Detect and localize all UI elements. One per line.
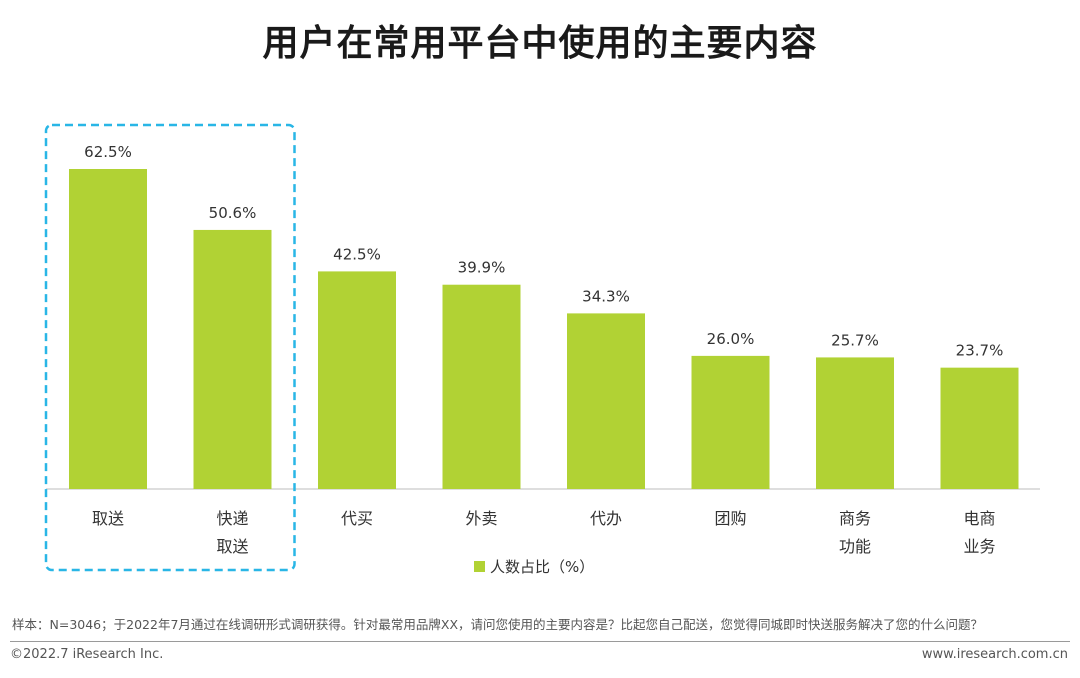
bar-1 — [193, 229, 272, 490]
category-label-0-0: 取送 — [92, 509, 124, 528]
legend-label: 人数占比（%） — [490, 558, 594, 576]
category-label-2-0: 代买 — [341, 509, 373, 528]
copyright: ©2022.7 iResearch Inc. — [10, 647, 164, 662]
data-label-6: 25.7% — [831, 331, 879, 349]
bar-6 — [816, 357, 894, 489]
data-label-1: 50.6% — [209, 204, 257, 222]
bar-5 — [691, 355, 770, 489]
footer-divider — [10, 641, 1070, 642]
bar-chart: 62.5%取送50.6%快递取送42.5%代买39.9%外卖34.3%代办26.… — [44, 123, 1040, 576]
bar-2 — [318, 271, 396, 489]
category-label-5-0: 团购 — [714, 509, 746, 528]
data-label-5: 26.0% — [707, 330, 755, 348]
bar-7 — [940, 367, 1019, 489]
category-label-6-1: 功能 — [839, 537, 871, 556]
bar-0 — [69, 169, 147, 489]
sample-note: 样本：N=3046；于2022年7月通过在线调研形式调研获得。针对最常用品牌XX… — [12, 617, 984, 632]
category-label-4-0: 代办 — [590, 509, 622, 528]
chart-title: 用户在常用平台中使用的主要内容 — [262, 23, 818, 64]
category-label-7-0: 电商 — [963, 509, 995, 528]
category-label-7-1: 业务 — [963, 537, 995, 556]
highlight-box — [44, 123, 296, 572]
bar-3 — [442, 284, 521, 489]
bar-4 — [567, 313, 645, 489]
data-label-0: 62.5% — [84, 143, 132, 161]
category-label-1-0: 快递 — [216, 509, 248, 528]
category-label-6-0: 商务 — [839, 509, 871, 528]
category-label-1-1: 取送 — [216, 537, 248, 556]
legend-swatch — [474, 561, 485, 572]
data-label-2: 42.5% — [333, 245, 381, 263]
website-link[interactable]: www.iresearch.com.cn — [921, 647, 1068, 662]
data-label-4: 34.3% — [582, 287, 630, 305]
category-label-3-0: 外卖 — [465, 509, 497, 528]
data-label-3: 39.9% — [458, 259, 506, 277]
data-label-7: 23.7% — [956, 342, 1004, 360]
